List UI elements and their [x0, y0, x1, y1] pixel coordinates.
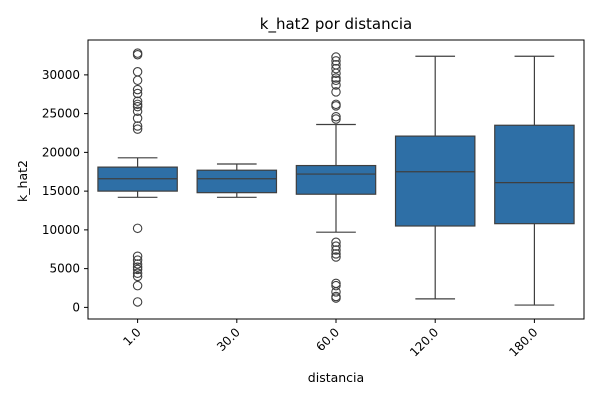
outlier-point [331, 63, 341, 74]
outlier-point [331, 114, 341, 124]
outlier-point [331, 60, 341, 70]
box-group-30.0 [196, 163, 278, 198]
outlier-point [132, 271, 143, 282]
outlier-point [331, 75, 341, 86]
x-tick-label: 120.0 [407, 325, 441, 359]
outlier-point [132, 280, 143, 291]
outlier-point [132, 121, 143, 131]
outlier-point [331, 241, 341, 251]
y-tick-label: 5000 [49, 262, 80, 276]
outlier-point [132, 113, 143, 124]
outlier-point [331, 252, 341, 262]
y-tick-label: 10000 [42, 223, 80, 237]
outlier-point [132, 268, 143, 279]
outlier-point [331, 237, 341, 248]
outlier-point [132, 297, 143, 307]
outlier-point [132, 262, 143, 272]
outlier-point [132, 255, 143, 265]
y-tick-label: 15000 [42, 184, 80, 198]
outlier-point [132, 223, 143, 234]
x-tick-label: 60.0 [313, 325, 342, 354]
outlier-point [132, 101, 143, 112]
outlier-point [331, 99, 341, 110]
outlier-point [132, 259, 143, 269]
y-tick-label: 25000 [42, 107, 80, 121]
box-group-180.0 [494, 55, 575, 306]
outlier-point [132, 67, 143, 77]
x-tick-label: 30.0 [214, 325, 243, 354]
outlier-point [331, 87, 341, 97]
plot-area [97, 48, 575, 307]
outlier-point [331, 280, 341, 291]
outlier-point [331, 73, 341, 83]
outlier-point [331, 80, 341, 90]
x-tick-label: 180.0 [506, 325, 540, 359]
outlier-point [331, 245, 341, 255]
iqr-box [196, 169, 278, 194]
x-axis-label: distancia [308, 370, 364, 385]
box-group-120.0 [394, 55, 476, 300]
outlier-point [331, 249, 341, 259]
x-tick-label: 1.0 [120, 325, 143, 348]
outlier-point [331, 111, 341, 122]
outlier-point [331, 56, 341, 66]
outlier-point [132, 99, 143, 110]
box-group-60.0 [295, 52, 377, 303]
y-axis-label: k_hat2 [15, 160, 30, 202]
outlier-point [331, 52, 341, 62]
outlier-point [132, 106, 143, 117]
outlier-point [132, 124, 143, 134]
outlier-point [331, 291, 341, 302]
y-tick-label: 20000 [42, 145, 80, 159]
iqr-box [295, 164, 377, 195]
outlier-point [132, 48, 143, 58]
outlier-point [132, 75, 143, 86]
outlier-point [132, 96, 143, 106]
iqr-box [494, 124, 575, 225]
y-tick-label: 30000 [42, 68, 80, 82]
box-group-1.0 [97, 48, 178, 307]
outlier-point [132, 88, 143, 99]
outlier-point [132, 84, 143, 95]
outlier-point [132, 251, 143, 261]
y-tick-label: 0 [72, 300, 80, 314]
chart-title: k_hat2 por distancia [260, 15, 412, 34]
outlier-point [331, 278, 341, 289]
outlier-point [132, 264, 143, 275]
iqr-box [394, 135, 476, 227]
